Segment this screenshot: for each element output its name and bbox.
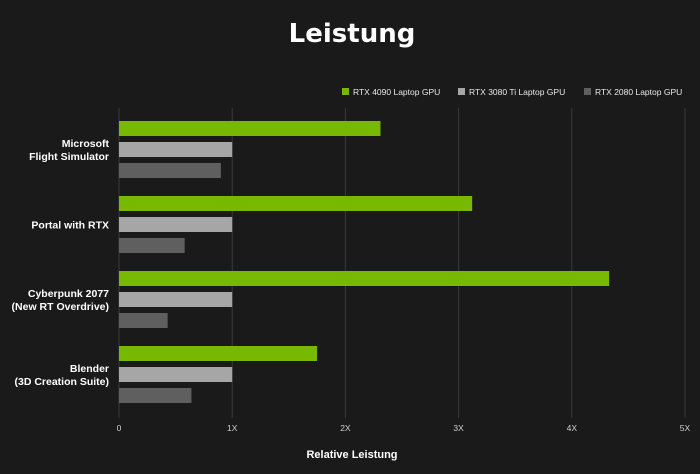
x-tick-label: 5X bbox=[680, 423, 691, 433]
legend-label: RTX 2080 Laptop GPU bbox=[595, 87, 682, 97]
category-label: Cyberpunk 2077 (New RT Overdrive) bbox=[12, 288, 110, 313]
legend: RTX 4090 Laptop GPU RTX 3080 Ti Laptop GP… bbox=[342, 87, 682, 97]
category-label: Microsoft Flight Simulator bbox=[29, 138, 109, 163]
bar bbox=[119, 292, 233, 307]
chart-title: Leistung bbox=[289, 19, 416, 49]
bar bbox=[119, 238, 185, 253]
x-axis-title: Relative Leistung bbox=[306, 449, 397, 461]
bar bbox=[119, 217, 233, 232]
bar bbox=[119, 163, 221, 178]
grid-lines bbox=[118, 108, 686, 418]
bar bbox=[119, 313, 168, 328]
bar bbox=[119, 271, 610, 286]
x-tick-label: 0 bbox=[117, 423, 122, 433]
bar bbox=[119, 346, 318, 361]
category-label: Portal with RTX bbox=[31, 220, 109, 232]
legend-swatch bbox=[584, 88, 591, 95]
bars bbox=[119, 121, 610, 403]
category-label: Blender (3D Creation Suite) bbox=[14, 363, 109, 388]
legend-label: RTX 3080 Ti Laptop GPU bbox=[469, 87, 565, 97]
bar bbox=[119, 142, 233, 157]
x-tick-label: 4X bbox=[567, 423, 578, 433]
x-tick-label: 3X bbox=[453, 423, 464, 433]
bar bbox=[119, 121, 381, 136]
bar bbox=[119, 367, 233, 382]
x-tick-label: 1X bbox=[227, 423, 238, 433]
legend-swatch bbox=[342, 88, 349, 95]
x-tick-labels: 0 1X 2X 3X 4X 5X bbox=[117, 423, 691, 433]
legend-label: RTX 4090 Laptop GPU bbox=[353, 87, 440, 97]
category-labels: Microsoft Flight Simulator Portal with RTX… bbox=[12, 138, 110, 388]
x-tick-label: 2X bbox=[340, 423, 351, 433]
bar bbox=[119, 196, 473, 211]
bar bbox=[119, 388, 192, 403]
legend-swatch bbox=[458, 88, 465, 95]
